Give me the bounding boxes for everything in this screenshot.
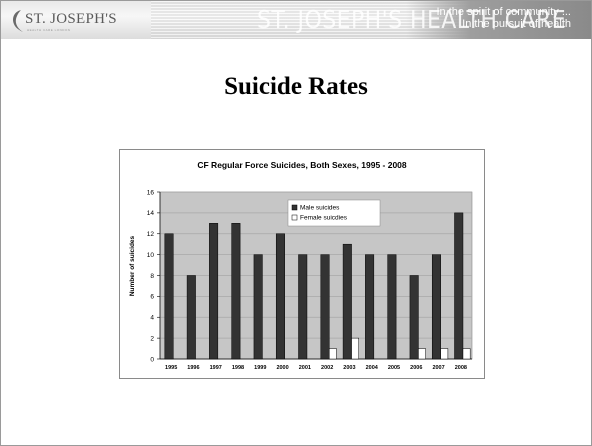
bar-male (253, 254, 263, 360)
bar-male (209, 223, 219, 360)
bar-female (329, 348, 337, 360)
x-tick-label: 1995 (165, 365, 177, 371)
x-tick-label: 2004 (366, 365, 379, 371)
bar-male (342, 243, 352, 360)
logo-swoosh-icon (13, 10, 23, 32)
tagline-line-2: In the pursuit of health (462, 18, 571, 30)
y-tick-label: 0 (150, 356, 154, 363)
bar-male (275, 233, 285, 360)
x-tick-label: 2000 (276, 365, 288, 371)
legend-box (287, 199, 381, 227)
header-watermark: ST. JOSEPH'S HEALTH CARE (257, 5, 567, 34)
slide-title: Suicide Rates (224, 73, 368, 100)
bar-male (186, 275, 196, 360)
legend-label: Male suicides (300, 205, 340, 212)
y-tick-label: 8 (150, 273, 154, 280)
chart-title: CF Regular Force Suicides, Both Sexes, 1… (197, 160, 407, 170)
bar-male (387, 254, 397, 360)
legend-swatch (291, 214, 298, 221)
bar-male (320, 254, 330, 360)
bar-male (365, 254, 375, 360)
y-tick-label: 14 (147, 210, 155, 217)
bar-male (454, 212, 464, 360)
y-tick-label: 16 (147, 189, 155, 196)
x-tick-label: 2005 (388, 365, 400, 371)
header-banner: ST. JOSEPH'S HEALTH CARE In the spirit o… (1, 1, 591, 39)
bar-female (440, 348, 449, 360)
x-tick-label: 2003 (343, 365, 355, 371)
bar-male (231, 223, 241, 360)
bar-female (462, 348, 471, 360)
x-tick-label: 1996 (187, 365, 199, 371)
bar-female (351, 337, 359, 360)
y-axis-label: Number of suicides (129, 235, 136, 296)
logo-text: ST. JOSEPH'S (25, 11, 117, 27)
x-tick-label: 2006 (410, 365, 422, 371)
y-tick-label: 6 (150, 294, 154, 301)
bar-male (409, 275, 419, 360)
header-tagline: In the spirit of community ... In the pu… (437, 6, 572, 30)
tagline-line-1: In the spirit of community ... (436, 6, 572, 18)
y-tick-label: 4 (150, 315, 154, 322)
suicides-bar-chart: CF Regular Force Suicides, Both Sexes, 1… (129, 160, 473, 371)
x-tick-label: 1999 (254, 365, 266, 371)
x-tick-label: 2001 (299, 365, 311, 371)
x-tick-label: 2007 (432, 365, 444, 371)
x-tick-label: 1998 (232, 365, 244, 371)
bar-female (418, 348, 426, 360)
bar-male (164, 233, 174, 360)
st-josephs-logo: ST. JOSEPH'S HEALTH CARE LONDON (9, 8, 139, 34)
chart-container: CF Regular Force Suicides, Both Sexes, 1… (119, 149, 485, 379)
bar-male (298, 254, 308, 360)
logo-subtext: HEALTH CARE LONDON (27, 28, 71, 32)
legend-label: Female suicdies (300, 215, 348, 222)
legend-swatch (291, 204, 298, 211)
x-tick-label: 2008 (455, 365, 467, 371)
x-tick-label: 1997 (210, 365, 222, 371)
bar-male (431, 254, 441, 360)
header-shade (406, 1, 591, 39)
x-tick-label: 2002 (321, 365, 333, 371)
y-tick-label: 10 (147, 252, 155, 259)
y-tick-label: 2 (150, 335, 154, 342)
y-tick-label: 12 (147, 231, 155, 238)
